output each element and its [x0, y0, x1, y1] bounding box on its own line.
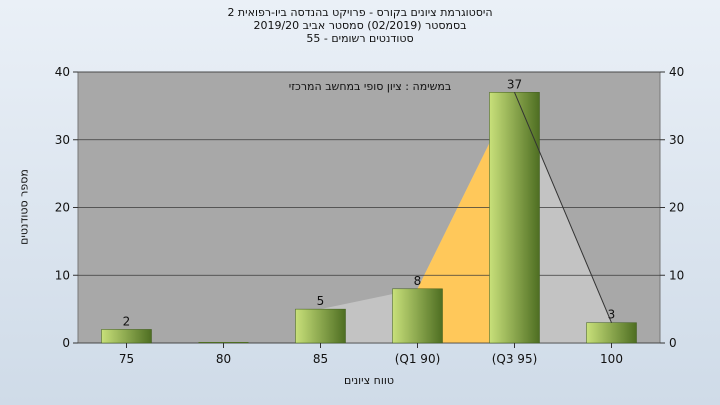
chart-subtitle-semester: בסמסטר (02/2019) סמסטר אביב 2019/20 [253, 19, 467, 32]
y-tick-label-right-30: 30 [669, 133, 684, 147]
bar-3 [392, 288, 443, 344]
chart-subtitle-enrolled: סטודנטים רשומים - 55 [306, 32, 414, 45]
y-tick-label-left-40: 40 [55, 65, 70, 79]
y-tick-label-left-20: 20 [55, 201, 70, 215]
x-tick-label-0: 75 [119, 352, 134, 366]
chart-annotation: במשימה : ציון סופי במחשב המרכזי [288, 80, 452, 93]
y-tick-label-right-20: 20 [669, 201, 684, 215]
y-axis-label: מספר סטודנטים [17, 169, 31, 245]
bar-5 [586, 322, 637, 344]
data-label-0: 2 [123, 314, 131, 328]
data-label-5: 3 [608, 308, 616, 322]
x-tick-label-2: 85 [313, 352, 328, 366]
trend-line [514, 92, 612, 323]
y-tick-label-right-10: 10 [669, 268, 684, 282]
data-label-4: 37 [507, 77, 522, 91]
x-tick-label-4: (Q3 95) [492, 352, 538, 366]
data-label-2: 5 [317, 294, 325, 308]
x-tick-label-3: (Q1 90) [395, 352, 441, 366]
chart-title: היסטוגרמת ציונים בקורס - פרויקט בהנדסה ב… [227, 6, 493, 19]
bar-1 [198, 342, 249, 343]
y-tick-label-left-30: 30 [55, 133, 70, 147]
chart-title-block: היסטוגרמת ציונים בקורס - פרויקט בהנדסה ב… [0, 6, 720, 45]
bar-4 [489, 92, 540, 344]
y-tick-label-right-40: 40 [669, 65, 684, 79]
y-tick-label-left-10: 10 [55, 268, 70, 282]
x-tick-label-5: 100 [600, 352, 623, 366]
x-tick-label-1: 80 [216, 352, 231, 366]
bar-0 [101, 329, 152, 344]
y-tick-label-left-0: 0 [62, 336, 70, 350]
x-axis-label: טווח ציונים [344, 374, 394, 387]
data-label-3: 8 [414, 274, 422, 288]
bar-2 [295, 308, 346, 344]
y-tick-label-right-0: 0 [669, 336, 677, 350]
